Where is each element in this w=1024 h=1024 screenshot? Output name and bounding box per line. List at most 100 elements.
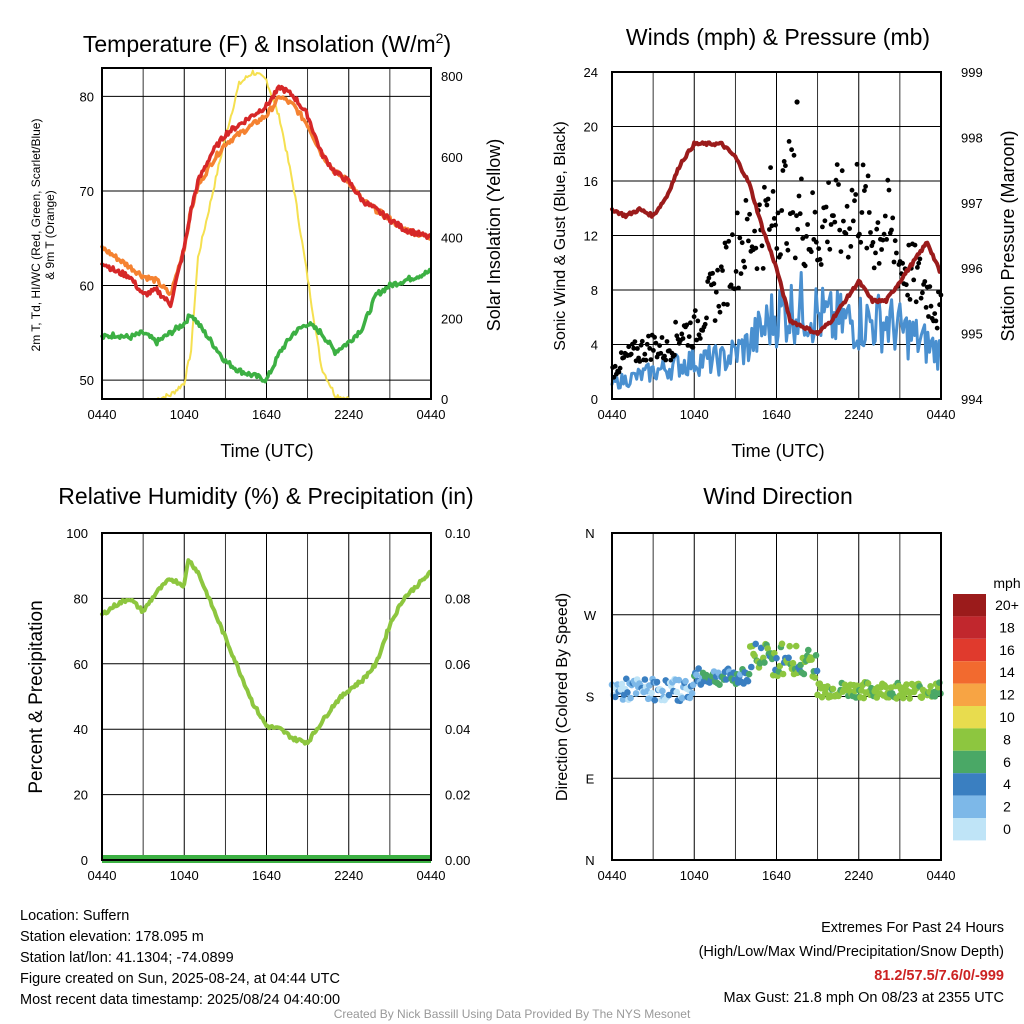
gust-point [831,213,836,219]
gust-point [728,282,734,288]
gust-point [847,226,852,232]
gust-point [894,250,899,256]
gust-point [786,139,792,144]
x-tick-label: 1640 [762,407,791,422]
y2-tick-label: 994 [961,392,983,407]
gust-point [725,302,730,307]
x-tick-label: 1640 [762,868,791,883]
gust-point [915,265,920,270]
gust-point [690,345,696,350]
panel-direction-border [611,532,942,861]
gust-point [752,228,757,234]
direction-point [771,649,778,657]
gust-point [764,202,770,208]
colorbar-label: 8 [1003,731,1011,747]
colorbar-label: 6 [1003,754,1011,770]
gust-point [859,210,865,215]
gust-point [813,239,819,245]
gust-point [632,339,638,344]
gust-point [710,270,715,276]
gust-point [844,203,850,209]
direction-point [651,696,659,704]
gust-point [918,295,924,301]
series-rh-line [100,558,432,746]
direction-point [748,663,755,671]
gust-point [773,222,778,228]
gust-point [635,346,640,351]
direction-point [882,683,889,691]
gust-point [866,210,872,215]
gust-point [651,348,656,353]
gust-point [802,263,808,269]
gust-point [781,159,787,164]
direction-point [693,671,700,679]
x-tick-label: 0440 [417,868,446,883]
gust-point [737,235,743,241]
x-tick-label: 0440 [417,407,446,422]
gust-point [841,218,846,224]
panel-winds-border [611,71,942,400]
gust-point [770,189,776,194]
direction-point [773,654,780,662]
gust-point [865,173,871,179]
y-axis-label: Percent & Precipitation [26,600,47,793]
gust-point [722,240,728,246]
colorbar-label: 12 [999,687,1015,703]
chart-title: Relative Humidity (%) & Precipitation (i… [58,483,473,509]
x-tick-label: 0440 [927,407,956,422]
max-gust-text: Max Gust: 21.8 mph On 08/23 at 2355 UTC [723,990,1004,1006]
direction-point [641,676,649,683]
gust-point [639,338,645,344]
y-tick-label: 20 [584,120,598,135]
gust-point [832,219,838,225]
x-tick-label: 0440 [598,407,627,422]
gust-point [647,346,653,351]
gust-point [736,285,741,291]
gust-point [759,243,765,249]
gust-point [885,177,891,183]
direction-point [618,680,626,688]
x-tick-label: 1640 [252,407,281,422]
gust-point [688,320,693,326]
y2-tick-label: 0.00 [445,853,470,868]
y-tick-label: 50 [80,373,94,388]
chart-title: Temperature (F) & Insolation (W/m2) [83,30,451,57]
gust-point [905,292,910,298]
gust-point [657,343,662,348]
gust-point [875,220,881,226]
colorbar-swatch [953,773,986,796]
gust-point [685,343,691,348]
x-tick-label: 2240 [334,868,363,883]
series-solar-line [101,69,431,400]
gust-point [928,303,934,309]
colorbar-label: 20+ [995,597,1019,613]
y2-tick-label: 999 [961,65,983,80]
gust-point [753,245,759,251]
gust-point [797,211,803,217]
x-tick-label: 2240 [844,407,873,422]
gust-point [778,252,783,257]
direction-point [864,680,872,687]
gust-point [795,226,801,232]
direction-point [675,676,683,684]
y-tick-label: S [586,690,595,705]
direction-point [761,659,768,666]
direction-point [918,694,926,701]
y-tick-label: 60 [74,657,88,672]
gust-point [804,234,809,239]
colorbar-label: 2 [1003,799,1011,815]
gust-point [771,216,777,221]
gust-point [743,198,749,203]
gust-point [643,357,649,363]
direction-point [776,662,784,670]
gust-point [757,202,762,208]
recent-data-text: Most recent data timestamp: 2025/08/24 0… [20,992,341,1008]
location-text: Location: Suffern [20,908,130,924]
y2-tick-label: 996 [961,261,983,276]
gust-point [713,289,719,295]
gust-point [876,261,882,266]
direction-point [653,678,661,686]
direction-point [716,681,723,688]
colorbar-label: 18 [999,619,1015,635]
direction-point [689,681,697,689]
